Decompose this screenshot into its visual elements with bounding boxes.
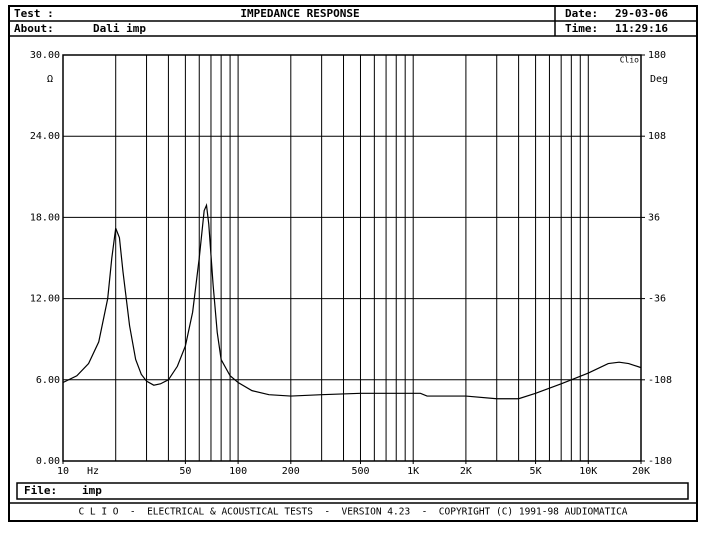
x-tick-label: 100	[229, 466, 247, 477]
chart-title: IMPEDANCE RESPONSE	[240, 7, 359, 20]
y2-tick-label: 108	[648, 131, 666, 142]
y-tick-label: 30.00	[30, 50, 60, 61]
x-tick-label: 10	[57, 466, 69, 477]
x-tick-label: 2K	[460, 466, 472, 477]
x-tick-label: 10K	[579, 466, 597, 477]
y-tick-label: 0.00	[36, 456, 60, 467]
test-label: Test :	[14, 7, 54, 20]
about-value: Dali imp	[93, 22, 146, 35]
x-tick-label: 20K	[632, 466, 650, 477]
y-axis-label: Ω	[47, 74, 53, 85]
time-label: Time:	[565, 22, 598, 35]
y2-tick-label: 180	[648, 50, 666, 61]
file-label: File:	[24, 484, 57, 497]
y-tick-label: 24.00	[30, 131, 60, 142]
y-tick-label: 12.00	[30, 294, 60, 305]
y-tick-label: 18.00	[30, 212, 60, 223]
about-label: About:	[14, 22, 54, 35]
x-tick-label: 500	[351, 466, 369, 477]
date-value: 29-03-06	[615, 7, 668, 20]
time-value: 11:29:16	[615, 22, 668, 35]
file-box	[16, 482, 689, 500]
x-tick-label: 5K	[530, 466, 542, 477]
y2-axis-label: Deg	[650, 74, 668, 85]
x-tick-label: 1K	[407, 466, 419, 477]
y2-tick-label: -36	[648, 294, 666, 305]
x-axis-label: Hz	[87, 466, 99, 477]
date-label: Date:	[565, 7, 598, 20]
file-value: imp	[82, 484, 102, 497]
y2-tick-label: -108	[648, 375, 672, 386]
plot-frame	[62, 54, 642, 462]
brand-label: Clio	[620, 56, 639, 65]
outer-frame	[8, 5, 698, 522]
impedance-line	[62, 202, 642, 400]
plot-area: 0.00 6.00 12.00 18.00 24.00 30.00 -180 -108 -36 3…	[30, 50, 672, 477]
x-tick-label: 200	[282, 466, 300, 477]
y2-tick-label: 36	[648, 212, 660, 223]
credits: C L I O - ELECTRICAL & ACOUSTICAL TESTS …	[78, 507, 627, 518]
x-tick-label: 50	[179, 466, 191, 477]
y2-tick-label: -180	[648, 456, 672, 467]
y-tick-label: 6.00	[36, 375, 60, 386]
